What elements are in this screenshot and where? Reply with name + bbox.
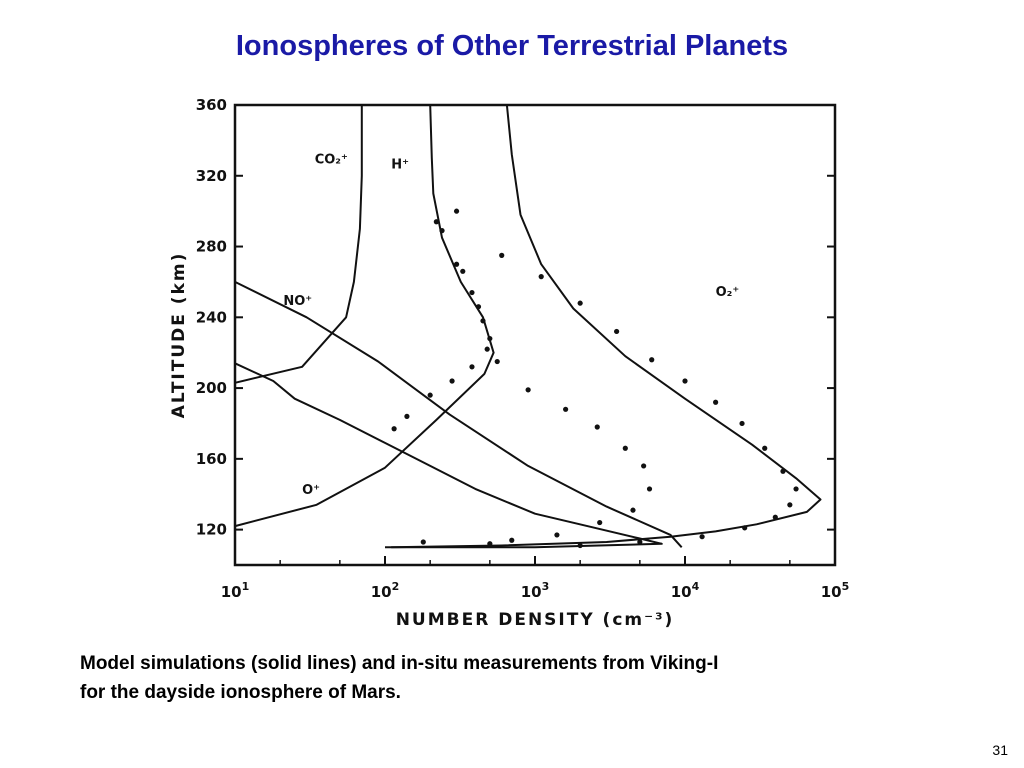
- curve-label-1: O₂⁺: [716, 285, 740, 300]
- measurement-point-6: [509, 537, 515, 543]
- measurement-point-7: [484, 346, 490, 352]
- measurement-point-6: [494, 358, 500, 365]
- measurement-point-5: [577, 542, 583, 549]
- measurement-point-5: [762, 445, 768, 451]
- measurement-point-6: [487, 335, 493, 342]
- caption: Model simulations (solid lines) and in-s…: [80, 649, 960, 707]
- measurement-point-6: [594, 424, 600, 430]
- measurement-point-7: [449, 378, 455, 384]
- curve-label-3: NO⁺: [283, 294, 312, 309]
- measurement-point-5: [739, 420, 745, 427]
- measurement-point-6: [597, 519, 603, 526]
- measurement-point-7: [404, 413, 410, 419]
- measurement-point-5: [780, 468, 786, 474]
- measurement-point-5: [453, 208, 460, 214]
- measurement-point-5: [772, 514, 778, 520]
- measurement-point-6: [554, 532, 560, 538]
- measurement-point-6: [433, 219, 439, 225]
- density-altitude-chart: 120 160 200 240 280 320 360 101 102 103 104 105 CO…: [169, 96, 850, 630]
- y-tick-label: 120: [196, 521, 227, 539]
- x-axis-ticks: 101 102 103 104 105: [221, 556, 850, 601]
- caption-line-1: Model simulations (solid lines) and in-s…: [80, 653, 719, 674]
- model-curve-1: [391, 104, 822, 549]
- model-curve-4: [234, 104, 495, 528]
- measurement-point-7: [469, 364, 475, 370]
- y-axis-title: ALTITUDE (km): [169, 252, 189, 419]
- measurement-point-7: [427, 392, 433, 398]
- model-curve-3: [234, 281, 683, 548]
- measurement-point-5: [649, 357, 655, 363]
- caption-line-2: for the dayside ionosphere of Mars.: [80, 682, 401, 703]
- curve-labels: CO₂⁺ O₂⁺ H⁺ NO⁺ O⁺: [283, 152, 739, 498]
- series-layer: [234, 104, 822, 549]
- x-tick-label: 105: [821, 580, 850, 601]
- model-curve-2: [234, 105, 363, 384]
- measurement-point-5: [577, 300, 583, 306]
- measurement-point-6: [641, 463, 647, 469]
- measurement-point-7: [475, 304, 482, 310]
- y-tick-label: 320: [196, 167, 227, 185]
- measurement-point-5: [742, 525, 748, 531]
- y-tick-label: 200: [196, 379, 227, 397]
- x-axis-title: NUMBER DENSITY (cm⁻³): [396, 610, 675, 630]
- curve-label-4: O⁺: [302, 483, 320, 498]
- measurement-point-6: [622, 445, 628, 451]
- plot-frame: [233, 103, 837, 567]
- measurement-point-5: [499, 252, 505, 258]
- y-tick-label: 160: [196, 450, 227, 468]
- measurement-point-6: [646, 486, 653, 492]
- measurement-point-7: [391, 426, 397, 432]
- slide-title: Ionospheres of Other Terrestrial Planets: [235, 30, 789, 62]
- y-tick-label: 240: [196, 308, 227, 326]
- measurement-point-5: [637, 539, 643, 545]
- measurement-point-6: [469, 289, 475, 296]
- measurement-point-6: [453, 261, 460, 267]
- measurement-point-7: [460, 268, 466, 274]
- y-tick-label: 280: [196, 238, 227, 256]
- x-tick-label: 104: [671, 580, 700, 601]
- measurement-point-6: [563, 406, 569, 412]
- x-tick-label: 101: [221, 580, 250, 601]
- measurement-point-5: [614, 328, 620, 335]
- measurement-point-5: [487, 541, 493, 547]
- measurement-point-6: [525, 387, 531, 393]
- measurement-point-5: [713, 399, 719, 405]
- measurement-point-5: [787, 502, 793, 508]
- measurement-point-7: [439, 228, 445, 234]
- y-tick-label: 360: [196, 96, 227, 114]
- curve-label-0: CO₂⁺: [315, 152, 348, 167]
- measurement-point-5: [420, 539, 426, 545]
- model-curve-0: [234, 362, 663, 549]
- measurement-point-6: [630, 507, 636, 513]
- curve-label-2: H⁺: [391, 158, 409, 173]
- page-number: 31: [992, 742, 1008, 758]
- measurement-point-5: [793, 486, 799, 492]
- y-axis-ticks: 120 160 200 240 280 320 360: [196, 96, 835, 539]
- measurement-point-5: [538, 274, 544, 280]
- measurement-point-5: [682, 378, 688, 384]
- measurement-point-5: [699, 534, 705, 540]
- x-tick-label: 102: [371, 580, 400, 601]
- x-tick-label: 103: [521, 580, 550, 601]
- measurement-point-6: [480, 318, 486, 324]
